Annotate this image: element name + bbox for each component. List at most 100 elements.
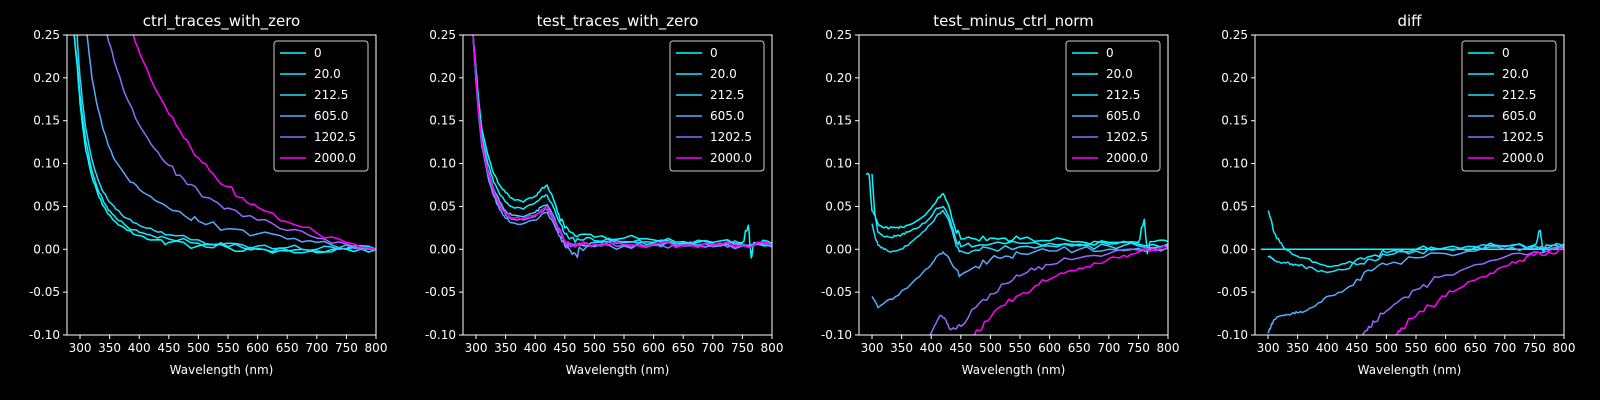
series-group xyxy=(472,35,772,259)
x-tick-label: 750 xyxy=(1127,341,1150,355)
x-tick-label: 300 xyxy=(861,341,884,355)
x-tick-label: 400 xyxy=(920,341,943,355)
legend: 0 20.0 212.5 605.0 1202.5 2000.0 xyxy=(273,40,369,172)
x-axis-label: Wavelength (nm) xyxy=(1358,363,1462,377)
y-tick-label: 0.05 xyxy=(429,199,456,213)
series-line-1202.5 xyxy=(106,35,376,251)
legend-label: 0 xyxy=(314,46,322,60)
legend-label: 1202.5 xyxy=(314,130,356,144)
series-line-212.5 xyxy=(76,35,376,252)
series-line-20.0 xyxy=(472,35,772,248)
y-tick-label: 0.05 xyxy=(33,199,60,213)
y-tick-label: 0.20 xyxy=(429,71,456,85)
legend: 0 20.0 212.5 605.0 1202.5 2000.0 xyxy=(669,40,765,172)
series-line-2000.0 xyxy=(472,35,772,249)
chart-panel-1: ctrl_traces_with_zero 300 350 400 450 500 550 6… xyxy=(29,12,388,377)
x-tick-label: 650 xyxy=(1068,341,1091,355)
y-tick-label: 0.00 xyxy=(429,242,456,256)
y-tick-label: -0.10 xyxy=(1217,328,1248,342)
series-group xyxy=(865,172,1168,335)
series-line-605.0 xyxy=(1267,245,1564,334)
y-tick-label: 0.25 xyxy=(1221,28,1248,42)
x-tick-label: 700 xyxy=(1493,341,1516,355)
x-tick-label: 600 xyxy=(246,341,269,355)
legend: 0 20.0 212.5 605.0 1202.5 2000.0 xyxy=(1461,40,1557,172)
x-tick-label: 550 xyxy=(1405,341,1428,355)
y-tick-label: 0.00 xyxy=(1221,242,1248,256)
x-tick-label: 450 xyxy=(1345,341,1368,355)
x-tick-label: 750 xyxy=(1523,341,1546,355)
legend-label: 605.0 xyxy=(1106,109,1140,123)
y-tick-label: -0.10 xyxy=(29,328,60,342)
legend-label: 2000.0 xyxy=(314,151,356,165)
y-tick-label: 0.05 xyxy=(1221,199,1248,213)
y-tick-label: 0.00 xyxy=(825,242,852,256)
y-tick-label: 0.15 xyxy=(1221,114,1248,128)
x-tick-label: 500 xyxy=(979,341,1002,355)
legend-label: 1202.5 xyxy=(1106,130,1148,144)
y-tick-label: 0.25 xyxy=(33,28,60,42)
x-tick-label: 550 xyxy=(613,341,636,355)
axes-frame xyxy=(462,34,773,336)
x-axis-label: Wavelength (nm) xyxy=(170,363,274,377)
x-tick-label: 750 xyxy=(731,341,754,355)
y-tick-label: -0.05 xyxy=(1217,285,1248,299)
chart-panel-3: test_minus_ctrl_norm 300 350 400 450 500 550 60… xyxy=(821,12,1180,377)
legend-label: 20.0 xyxy=(710,67,737,81)
legend-label: 1202.5 xyxy=(710,130,752,144)
series-line-605.0 xyxy=(86,35,376,251)
legend: 0 20.0 212.5 605.0 1202.5 2000.0 xyxy=(1065,40,1161,172)
chart-panel-4: diff 300 350 400 450 500 550 600 650 700 750 800 -0.… xyxy=(1217,12,1576,377)
chart-title: ctrl_traces_with_zero xyxy=(143,12,300,31)
series-line-2000.0 xyxy=(132,35,376,251)
x-tick-label: 650 xyxy=(276,341,299,355)
x-tick-label: 800 xyxy=(365,341,388,355)
x-tick-label: 700 xyxy=(305,341,328,355)
x-tick-label: 500 xyxy=(1375,341,1398,355)
y-tick-label: 0.20 xyxy=(1221,71,1248,85)
y-tick-label: 0.15 xyxy=(825,114,852,128)
y-tick-label: -0.10 xyxy=(425,328,456,342)
series-line-0 xyxy=(73,35,376,254)
y-tick-label: 0.25 xyxy=(429,28,456,42)
legend-label: 0 xyxy=(710,46,718,60)
chart-title: test_minus_ctrl_norm xyxy=(933,12,1094,31)
x-tick-label: 550 xyxy=(1009,341,1032,355)
y-tick-label: 0.15 xyxy=(33,114,60,128)
x-axis-label: Wavelength (nm) xyxy=(962,363,1066,377)
x-tick-label: 650 xyxy=(672,341,695,355)
x-tick-label: 600 xyxy=(1038,341,1061,355)
legend-label: 20.0 xyxy=(1106,67,1133,81)
y-tick-label: 0.20 xyxy=(33,71,60,85)
series-line-605.0 xyxy=(871,246,1168,309)
y-tick-label: 0.10 xyxy=(33,157,60,171)
y-tick-label: 0.15 xyxy=(429,114,456,128)
legend-label: 2000.0 xyxy=(1502,151,1544,165)
series-group xyxy=(1260,210,1564,335)
series-line-20.0 xyxy=(1267,210,1564,268)
y-tick-label: 0.10 xyxy=(1221,157,1248,171)
x-tick-label: 450 xyxy=(949,341,972,355)
y-tick-label: 0.10 xyxy=(825,157,852,171)
legend-label: 605.0 xyxy=(710,109,744,123)
series-line-2000.0 xyxy=(1395,247,1564,335)
legend-label: 605.0 xyxy=(1502,109,1536,123)
y-tick-label: 0.25 xyxy=(825,28,852,42)
x-tick-label: 500 xyxy=(187,341,210,355)
legend-label: 0 xyxy=(1106,46,1114,60)
legend-label: 20.0 xyxy=(314,67,341,81)
x-tick-label: 750 xyxy=(335,341,358,355)
x-tick-label: 500 xyxy=(583,341,606,355)
series-line-1202.5 xyxy=(929,247,1168,335)
axes-frame xyxy=(1254,34,1565,336)
x-tick-label: 450 xyxy=(553,341,576,355)
y-tick-label: -0.05 xyxy=(821,285,852,299)
y-tick-label: -0.10 xyxy=(821,328,852,342)
legend-label: 212.5 xyxy=(710,88,744,102)
chart-title: diff xyxy=(1397,12,1422,30)
chart-panel-2: test_traces_with_zero 300 350 400 450 500 550 6… xyxy=(425,12,784,377)
x-tick-label: 350 xyxy=(98,341,121,355)
x-tick-label: 350 xyxy=(890,341,913,355)
